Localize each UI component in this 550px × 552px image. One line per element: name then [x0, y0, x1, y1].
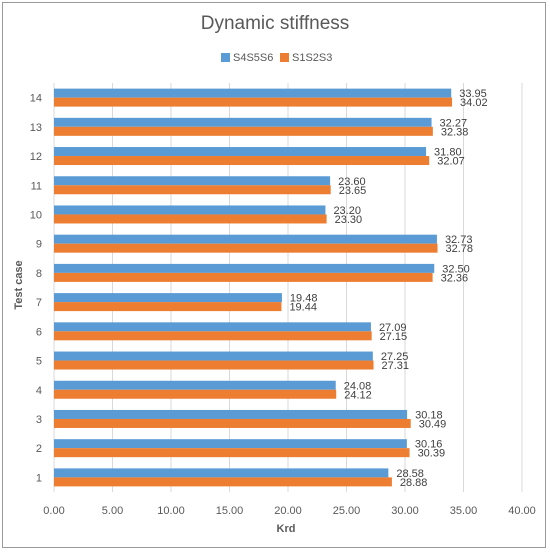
legend-label-series-1: S4S5S6: [233, 52, 273, 64]
x-tick-label: 10.00: [157, 505, 185, 517]
data-label-series-2: 27.15: [380, 331, 408, 343]
chart-title: Dynamic stiffness: [201, 13, 350, 34]
bar-series-1: [54, 409, 408, 419]
bar-series-1: [54, 439, 407, 449]
bar-series-1: [54, 293, 282, 303]
legend-swatch-series-2: [280, 53, 289, 62]
data-label-series-1: 31.80: [434, 147, 462, 159]
y-tick-label: 3: [36, 414, 42, 426]
bar-series-2: [54, 360, 374, 370]
bars: [54, 88, 453, 487]
y-tick-label: 1: [36, 472, 42, 484]
bar-series-2: [54, 126, 433, 136]
bar-series-2: [54, 331, 372, 341]
x-tick-label: 40.00: [508, 505, 536, 517]
y-tick-label: 2: [36, 443, 42, 455]
data-label-series-1: 30.18: [415, 409, 443, 421]
data-label-series-1: 28.58: [396, 468, 424, 480]
x-tick-label: 5.00: [102, 505, 123, 517]
data-label-series-2: 23.30: [335, 214, 363, 226]
y-tick-label: 5: [36, 356, 42, 368]
data-label-series-1: 24.08: [344, 380, 372, 392]
bar-series-1: [54, 117, 432, 127]
x-tick-label: 0.00: [43, 505, 64, 517]
data-label-series-1: 27.09: [379, 322, 407, 334]
legend-label-series-2: S1S2S3: [292, 52, 332, 64]
y-tick-label: 7: [36, 297, 42, 309]
data-label-series-2: 32.38: [441, 126, 469, 138]
data-label-series-2: 34.02: [460, 97, 488, 109]
data-label-series-2: 23.65: [339, 185, 367, 197]
y-tick-label: 8: [36, 268, 42, 280]
y-tick-label: 13: [30, 122, 42, 134]
bar-series-2: [54, 272, 433, 282]
bar-series-1: [54, 234, 437, 244]
bar-series-1: [54, 147, 427, 157]
y-tick-label: 12: [30, 151, 42, 163]
bar-series-1: [54, 88, 452, 98]
y-tick-label: 10: [30, 209, 42, 221]
data-label-series-2: 19.44: [289, 302, 317, 314]
bar-series-2: [54, 156, 430, 166]
y-tick-label: 6: [36, 326, 42, 338]
bar-series-1: [54, 468, 389, 478]
bar-series-1: [54, 322, 371, 332]
legend: S4S5S6 S1S2S3: [221, 52, 332, 64]
x-tick-label: 25.00: [333, 505, 361, 517]
bar-series-1: [54, 380, 336, 390]
x-axis-title: Krd: [277, 523, 296, 535]
data-label-series-2: 32.07: [437, 156, 465, 168]
data-label-series-1: 32.27: [440, 117, 468, 129]
data-label-series-1: 32.50: [442, 263, 470, 275]
y-tick-label: 4: [36, 385, 42, 397]
legend-swatch-series-1: [221, 53, 230, 62]
bar-series-2: [54, 185, 331, 195]
data-label-series-2: 30.39: [418, 448, 446, 460]
data-label-series-1: 30.16: [415, 439, 443, 451]
x-tick-label: 15.00: [216, 505, 244, 517]
data-label-series-2: 27.31: [382, 360, 410, 372]
data-label-series-2: 24.12: [344, 389, 372, 401]
bar-series-2: [54, 448, 410, 458]
y-tick-label: 9: [36, 239, 42, 251]
bar-series-2: [54, 418, 411, 428]
data-label-series-1: 19.48: [290, 293, 318, 305]
bar-series-2: [54, 477, 392, 487]
x-tick-label: 30.00: [391, 505, 419, 517]
bar-series-1: [54, 351, 373, 361]
gridlines: [53, 83, 523, 492]
data-label-series-1: 23.60: [338, 176, 366, 188]
x-tick-label: 20.00: [274, 505, 302, 517]
data-label-series-2: 32.78: [446, 243, 474, 255]
bar-series-1: [54, 176, 331, 186]
data-label-series-1: 23.20: [333, 205, 361, 217]
data-label-series-1: 33.95: [459, 88, 487, 100]
y-tick-label: 11: [31, 180, 42, 192]
bar-series-1: [54, 263, 435, 273]
bar-series-2: [54, 243, 438, 253]
bar-series-2: [54, 214, 327, 224]
data-label-series-1: 32.73: [445, 234, 473, 246]
data-label-series-2: 30.49: [419, 418, 447, 430]
bar-series-2: [54, 97, 453, 107]
data-label-series-1: 27.25: [381, 351, 409, 363]
data-label-series-2: 28.88: [400, 477, 428, 489]
data-label-series-2: 32.36: [441, 272, 469, 284]
bar-series-2: [54, 389, 337, 399]
y-tick-label: 14: [30, 93, 42, 105]
y-axis-title: Test case: [13, 260, 25, 309]
x-tick-label: 35.00: [450, 505, 478, 517]
bar-series-2: [54, 302, 282, 312]
bar-series-1: [54, 205, 326, 215]
x-axis-ticks: 0.00 5.00 10.00 15.00 20.00 25.00 30.00 35.00 40…: [43, 505, 535, 517]
